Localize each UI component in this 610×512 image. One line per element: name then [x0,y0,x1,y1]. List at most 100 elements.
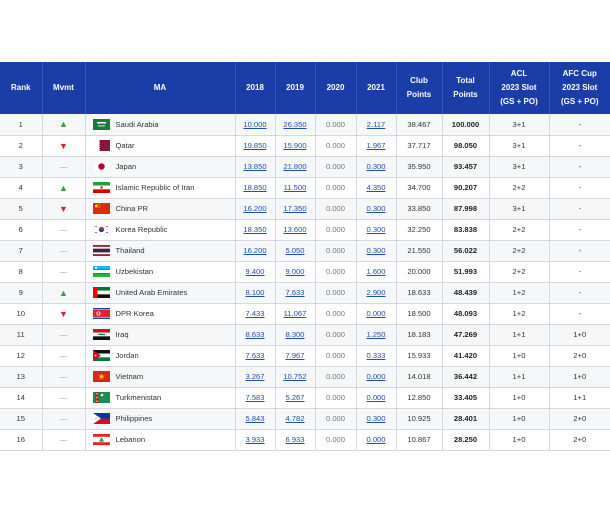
header-acl-slot[interactable]: ACL 2023 Slot (GS + PO) [489,62,550,114]
points-2018-link[interactable]: 18.350 [243,225,267,234]
points-2018-link[interactable]: 16.200 [243,246,267,255]
points-2021-link[interactable]: 0.300 [366,414,386,423]
header-2018[interactable]: 2018 [235,62,276,114]
rank-cell: 11 [0,324,43,346]
flag-jo-icon [92,350,110,361]
points-2021-link[interactable]: 2.117 [366,119,386,129]
rank-cell: 16 [0,429,43,451]
points-2021-link[interactable]: 0.333 [366,351,386,360]
acl-slot-cell: 3+1 [489,156,550,178]
points-2020-cell: 0.000 [315,345,357,367]
club-points-cell: 38.467 [396,114,443,136]
points-2019-link[interactable]: 15.900 [283,141,307,150]
ma-cell: Lebanon [85,429,236,451]
rank-cell: 14 [0,387,43,409]
points-2021-link[interactable]: 0.300 [366,204,386,213]
points-2019-link[interactable]: 7.633 [285,288,305,297]
header-2020[interactable]: 2020 [315,62,357,114]
points-2021-link[interactable]: 4.350 [366,183,386,192]
points-2019-link[interactable]: 21.800 [283,162,307,171]
rank-cell: 7 [0,240,43,262]
points-2019-link[interactable]: 10.752 [283,372,307,381]
ma-name: Uzbekistan [115,267,154,276]
points-2021-link[interactable]: 0.000 [366,393,386,402]
points-2020-cell: 0.000 [315,408,357,430]
points-2019-link[interactable]: 26.350 [283,119,307,129]
table-row: 15 — Philippines 5.843 4.782 0.000 0.300… [0,408,610,430]
flag-iq-icon [92,329,110,340]
movement-cell: — [42,366,86,388]
points-2019-link[interactable]: 5.267 [285,393,305,402]
points-2018-link[interactable]: 8.633 [245,330,265,339]
points-2019-link[interactable]: 7.967 [285,351,305,360]
points-2021-link[interactable]: 0.300 [366,225,386,234]
points-2019-link[interactable]: 11.500 [283,183,307,192]
points-2018-link[interactable]: 10.000 [243,119,267,129]
acl-slot-cell: 1+0 [489,345,550,367]
ma-name: Iraq [115,330,129,339]
points-2018-link[interactable]: 7.583 [245,393,265,402]
points-2021-link[interactable]: 1.967 [366,141,386,150]
points-2020-cell: 0.000 [315,198,357,220]
header-2021[interactable]: 2021 [356,62,397,114]
points-2018-link[interactable]: 7.433 [245,309,265,318]
header-rank[interactable]: Rank [0,62,43,114]
ma-cell: Uzbekistan [85,261,236,283]
table-row: 12 — Jordan 7.633 7.967 0.000 0.333 15.9… [0,345,610,367]
club-points-cell: 18.500 [396,303,443,325]
acl-slot-cell: 3+1 [489,114,550,136]
points-2018-link[interactable]: 7.633 [245,351,265,360]
points-2018-link[interactable]: 9.400 [245,267,265,276]
header-ma[interactable]: MA [85,62,236,114]
points-2021-link[interactable]: 2.900 [366,288,386,297]
header-2019[interactable]: 2019 [275,62,316,114]
points-2018-link[interactable]: 19.850 [243,141,267,150]
acl-slot-cell: 3+1 [489,198,550,220]
club-points-cell: 37.717 [396,135,443,157]
club-points-cell: 21.550 [396,240,443,262]
points-2019-link[interactable]: 8.300 [285,330,305,339]
club-points-cell: 12.850 [396,387,443,409]
points-2021-link[interactable]: 0.000 [366,309,386,318]
header-total-points[interactable]: Total Points [442,62,490,114]
points-2018-link[interactable]: 5.843 [245,414,265,423]
afc-cup-slot-cell: - [549,303,610,325]
movement-cell: — [42,345,86,367]
header-club-points[interactable]: Club Points [396,62,443,114]
movement-icon: — [59,162,68,171]
points-2019-link[interactable]: 5.050 [285,246,305,255]
rank-cell: 13 [0,366,43,388]
points-2019-link[interactable]: 4.782 [285,414,305,423]
points-2021-link[interactable]: 0.300 [366,246,386,255]
points-2019-link[interactable]: 6.933 [285,435,305,444]
header-mvmt[interactable]: Mvmt [42,62,86,114]
points-2019-link[interactable]: 17.350 [283,204,307,213]
ma-cell: Iraq [85,324,236,346]
ma-name: Saudi Arabia [115,119,159,129]
points-2021-link[interactable]: 1.250 [366,330,386,339]
acl-slot-cell: 1+0 [489,429,550,451]
points-2021-link[interactable]: 0.000 [366,372,386,381]
points-2021-link[interactable]: 1.600 [366,267,386,276]
club-points-cell: 18.633 [396,282,443,304]
points-2021-link[interactable]: 0.300 [366,162,386,171]
points-2018-link[interactable]: 3.933 [245,435,265,444]
flag-vn-icon [92,371,110,382]
rank-cell: 12 [0,345,43,367]
points-2019-link[interactable]: 11.067 [283,309,307,318]
points-2021-link[interactable]: 0.000 [366,435,386,444]
points-2018-link[interactable]: 16.200 [243,204,267,213]
total-points-cell: 36.442 [442,366,490,388]
movement-cell: ▼ [42,198,86,220]
points-2018-link[interactable]: 3.267 [245,372,265,381]
points-2019-link[interactable]: 9.000 [285,267,305,276]
movement-icon: — [59,372,68,381]
points-2020-cell: 0.000 [315,387,357,409]
points-2018-link[interactable]: 13.850 [243,162,267,171]
movement-icon: — [59,225,68,234]
table-row: 1 ▲ Saudi Arabia 10.000 26.350 0.000 2.1… [0,114,610,136]
points-2018-link[interactable]: 8.100 [245,288,265,297]
points-2018-link[interactable]: 18.850 [243,183,267,192]
header-afc-cup-slot[interactable]: AFC Cup 2023 Slot (GS + PO) [549,62,610,114]
points-2019-link[interactable]: 13.600 [283,225,307,234]
